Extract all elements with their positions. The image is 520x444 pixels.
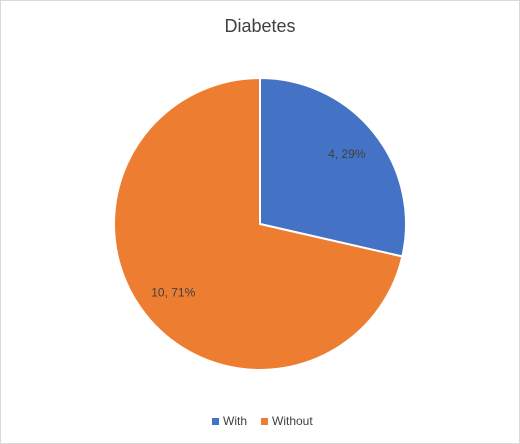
legend-label: Without bbox=[272, 414, 313, 428]
legend-label: With bbox=[223, 414, 247, 428]
chart-title: Diabetes bbox=[224, 16, 295, 36]
pie-slice bbox=[113, 76, 404, 371]
data-label: 4, 29% bbox=[328, 147, 366, 161]
legend-swatch bbox=[261, 418, 268, 425]
pie-slice bbox=[259, 76, 407, 258]
data-label: 10, 71% bbox=[151, 285, 195, 299]
legend-swatch bbox=[212, 418, 219, 425]
